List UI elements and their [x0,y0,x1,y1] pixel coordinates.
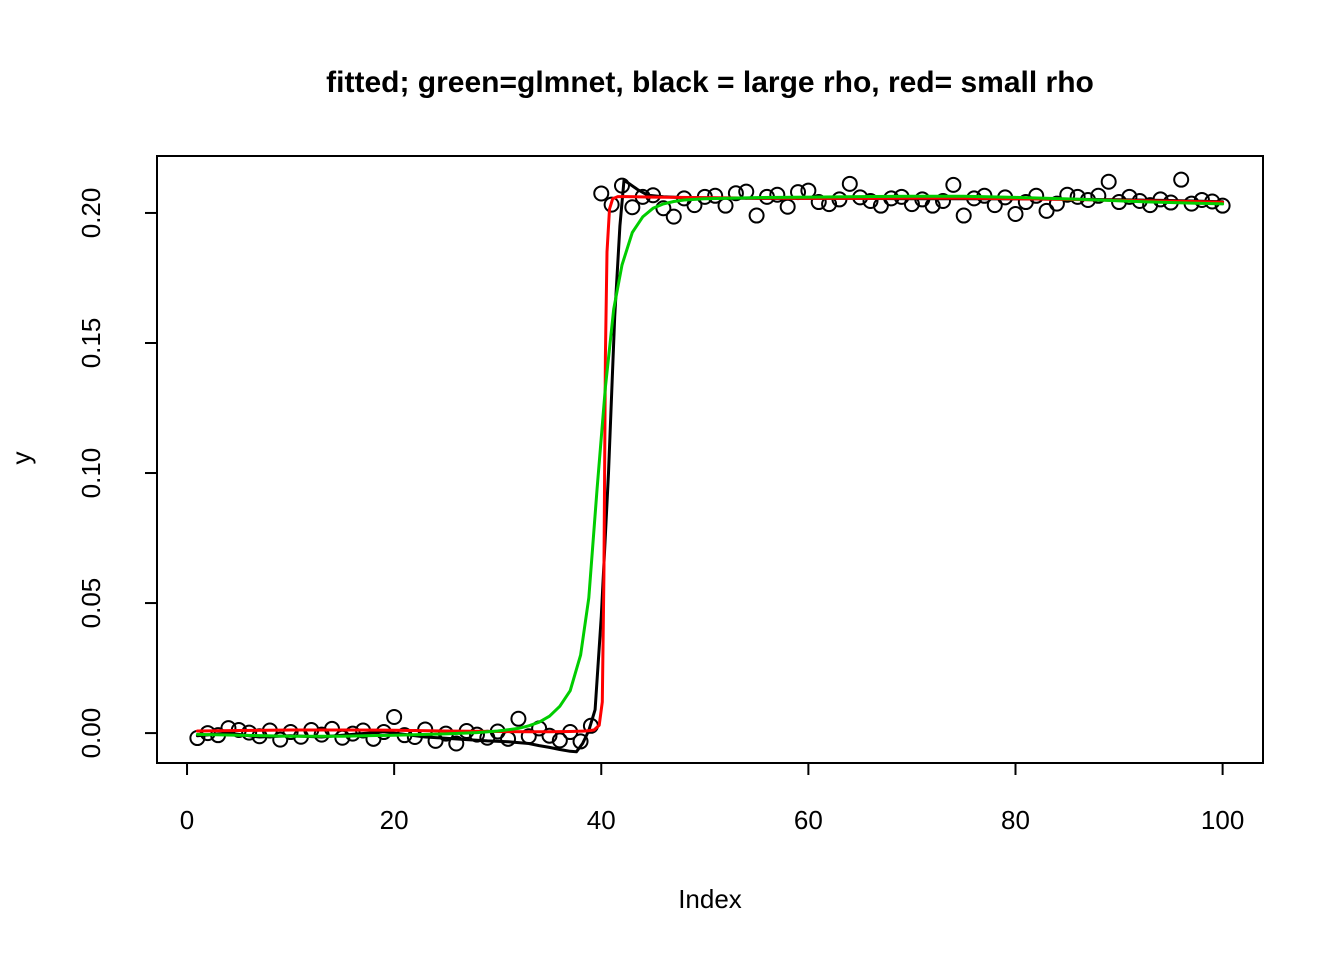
data-point [510,710,527,727]
data-point [1059,186,1076,203]
fitted-line-glmnet [195,194,1225,738]
y-axis: 0.00 0.05 0.10 0.15 0.20 [76,188,157,759]
y-tick-label: 0.00 [76,708,106,759]
data-point [841,175,858,192]
data-point [241,724,258,741]
data-point [551,732,568,749]
data-point [1028,187,1045,204]
y-axis-title: y [6,452,36,465]
data-point [707,187,724,204]
data-point [665,208,682,225]
data-point [603,196,620,213]
data-point [272,731,289,748]
data-point [1121,188,1138,205]
data-point [1048,195,1065,212]
data-point [1100,173,1117,190]
data-point [624,199,641,216]
data-point [862,192,879,209]
fitted-lines [195,178,1225,754]
data-point [1069,188,1086,205]
data-point [810,194,827,211]
data-point [935,192,952,209]
x-tick-label: 100 [1201,805,1244,835]
data-point [593,185,610,202]
data-point [448,735,465,752]
data-point [727,185,744,202]
data-point [1007,205,1024,222]
y-tick-label: 0.20 [76,188,106,239]
x-tick-label: 0 [180,805,194,835]
x-tick-label: 40 [587,805,616,835]
x-tick-label: 60 [794,805,823,835]
data-point [1214,197,1231,214]
data-point [282,724,299,741]
data-point [1038,202,1055,219]
y-tick-label: 0.05 [76,578,106,629]
x-tick-label: 20 [380,805,409,835]
y-tick-label: 0.15 [76,318,106,369]
data-point [945,176,962,193]
x-axis: 0 20 40 60 80 100 [180,763,1244,835]
data-point [1090,187,1107,204]
y-tick-label: 0.10 [76,448,106,499]
x-axis-title: Index [678,884,742,914]
data-point [955,207,972,224]
data-point [386,708,403,725]
plot-box [156,155,1264,764]
data-point [748,207,765,224]
data-point [1173,171,1190,188]
data-point [541,727,558,744]
x-tick-label: 80 [1001,805,1030,835]
data-point [769,186,786,203]
plot-title: fitted; green=glmnet, black = large rho,… [326,66,1094,99]
